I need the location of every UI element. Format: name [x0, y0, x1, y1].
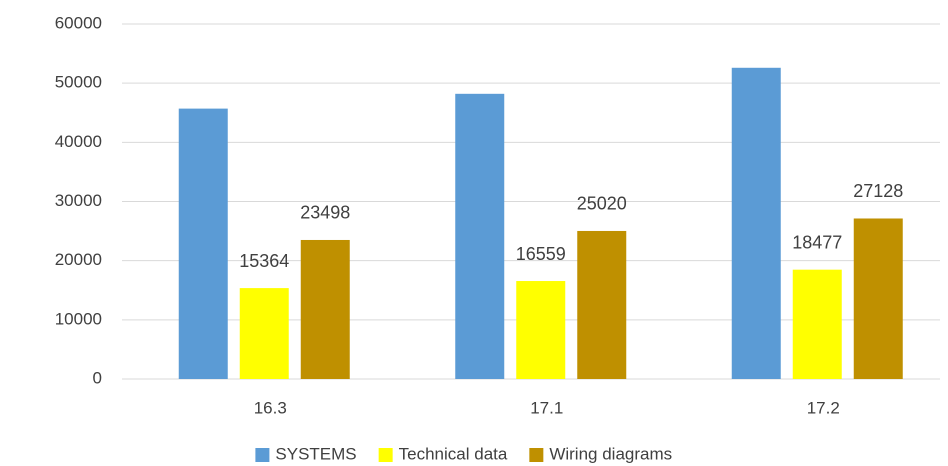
data-label: 23498 [300, 203, 350, 223]
x-tick-label: 17.1 [530, 398, 563, 417]
legend-label: SYSTEMS [275, 444, 356, 463]
x-tick-label: 16.3 [254, 398, 287, 417]
data-label: 16559 [516, 244, 566, 264]
legend-swatch [529, 448, 544, 462]
y-tick-label: 40000 [55, 132, 102, 151]
bar [178, 108, 228, 379]
bar [516, 281, 566, 379]
bar [792, 269, 842, 379]
y-tick-label: 20000 [55, 250, 102, 269]
data-label: 18477 [792, 232, 842, 252]
data-label: 25020 [577, 194, 627, 214]
y-tick-label: 60000 [55, 13, 102, 32]
legend-label: Wiring diagrams [549, 444, 672, 463]
y-tick-label: 50000 [55, 73, 102, 92]
legend-swatch [378, 448, 393, 462]
y-tick-label: 30000 [55, 191, 102, 210]
x-tick-label: 17.2 [807, 398, 840, 417]
bar [300, 239, 350, 379]
y-tick-label: 10000 [55, 309, 102, 328]
y-tick-label: 0 [93, 368, 102, 387]
legend-swatch [255, 448, 270, 462]
bar [239, 288, 289, 379]
data-label: 27128 [853, 181, 903, 201]
bar [731, 67, 781, 380]
bar [455, 93, 505, 380]
data-label: 15364 [239, 251, 289, 271]
legend-label: Technical data [399, 444, 508, 463]
bar [853, 218, 903, 379]
bar [577, 230, 627, 379]
